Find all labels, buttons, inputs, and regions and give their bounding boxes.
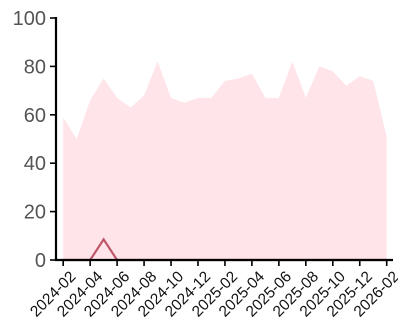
y-tick-label: 60 (24, 105, 46, 127)
area-series-0 (63, 61, 387, 261)
y-tick-label: 100 (13, 8, 46, 30)
y-tick-label: 80 (24, 56, 46, 78)
y-tick-label: 0 (35, 250, 46, 272)
y-tick-label: 20 (24, 202, 46, 224)
y-tick-label: 40 (24, 153, 46, 175)
series-layer (63, 61, 387, 262)
axes-layer (50, 17, 393, 266)
